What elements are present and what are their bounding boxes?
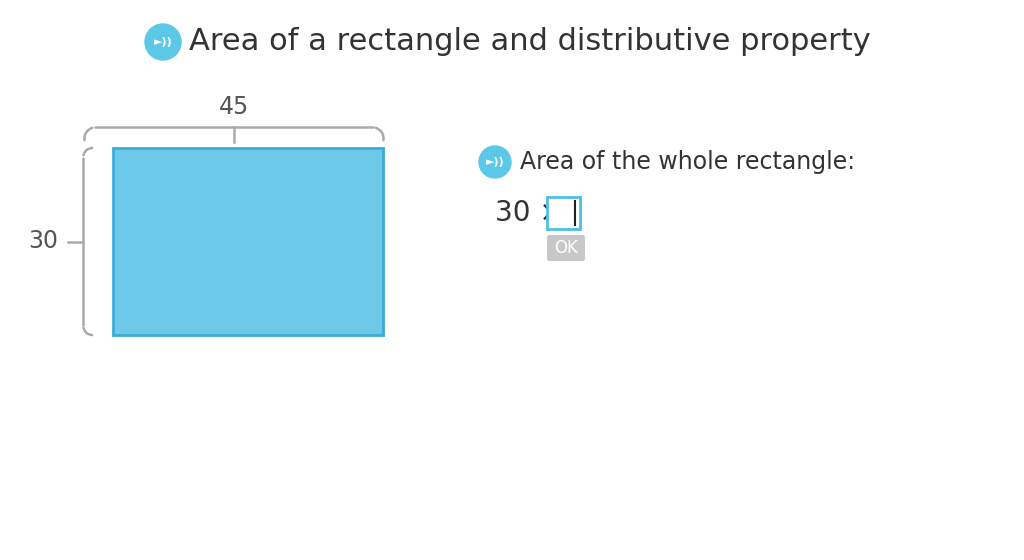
Text: ►)): ►)) (154, 37, 172, 47)
FancyBboxPatch shape (547, 235, 585, 261)
Text: 30 ×: 30 × (495, 199, 562, 227)
Text: ►)): ►)) (485, 157, 505, 167)
Text: 30: 30 (28, 230, 58, 254)
Circle shape (479, 146, 511, 178)
Circle shape (145, 24, 181, 60)
Bar (547, 197, 580, 229)
Text: 45: 45 (219, 95, 249, 119)
Text: Area of the whole rectangle:: Area of the whole rectangle: (520, 150, 855, 174)
Bar (113, 148, 383, 335)
Text: OK: OK (554, 239, 578, 257)
Text: Area of a rectangle and distributive property: Area of a rectangle and distributive pro… (189, 27, 870, 57)
